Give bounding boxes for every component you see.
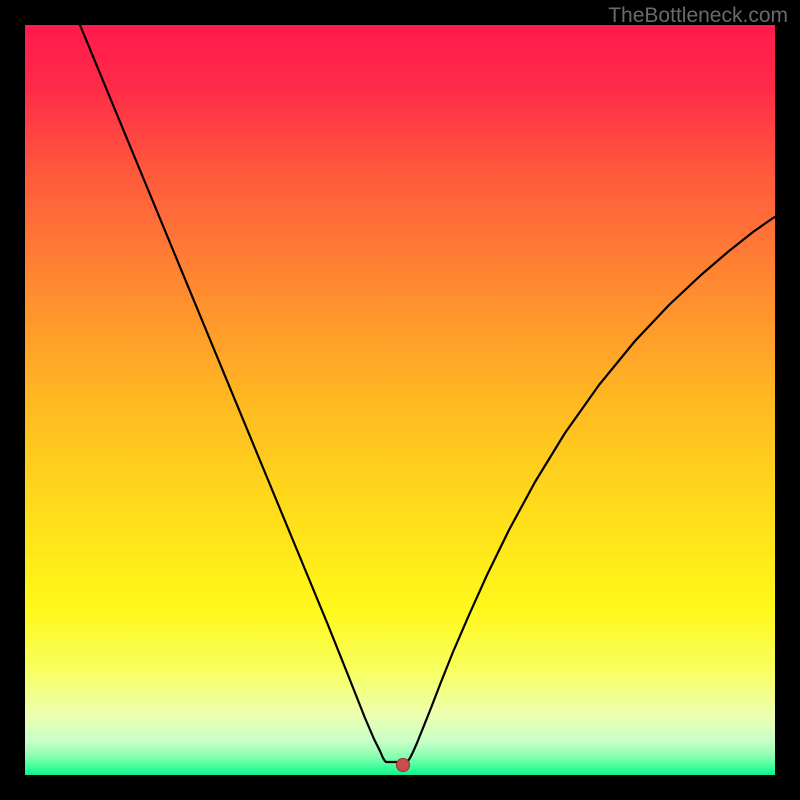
chart-container: { "canvas": { "width": 800, "height": 80… [0,0,800,800]
watermark-text: TheBottleneck.com [608,4,788,28]
minimum-point-marker [396,758,410,772]
bottleneck-curve [25,25,775,775]
plot-area [25,25,775,775]
